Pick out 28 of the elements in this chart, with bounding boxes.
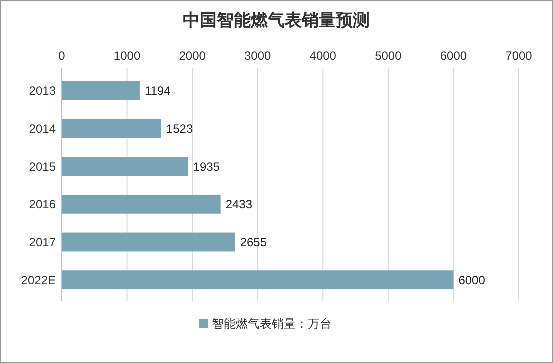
data-label: 1935 (193, 160, 220, 174)
x-tick-label: 3000 (244, 49, 272, 63)
data-label: 1523 (166, 122, 194, 136)
y-tick-label: 2014 (29, 122, 56, 136)
x-tick-label: 1000 (114, 49, 141, 63)
bar (62, 119, 162, 138)
bar (62, 81, 140, 100)
data-label: 2433 (226, 198, 253, 212)
x-tick-label: 6000 (440, 49, 468, 63)
data-label: 2655 (240, 235, 268, 250)
bar (62, 157, 188, 176)
y-tick-label: 2017 (29, 235, 56, 250)
y-tick-label: 2013 (29, 84, 56, 98)
chart-title: 中国智能燃气表销量预测 (183, 11, 370, 30)
x-tick-label: 0 (58, 49, 66, 63)
data-label: 6000 (458, 273, 486, 288)
data-label: 1194 (144, 84, 172, 98)
x-tick-label: 2000 (179, 49, 206, 63)
x-tick-label: 5000 (375, 49, 402, 63)
bar (62, 194, 221, 214)
x-tick-label: 4000 (310, 49, 337, 63)
x-tick-label: 7000 (506, 49, 533, 63)
y-tick-label: 2016 (29, 198, 56, 212)
bar (62, 270, 454, 290)
y-tick-label: 2015 (29, 160, 56, 174)
bar (62, 232, 236, 252)
y-tick-label: 2022E (21, 273, 56, 288)
legend-label: 智能燃气表销量：万台 (212, 317, 332, 331)
